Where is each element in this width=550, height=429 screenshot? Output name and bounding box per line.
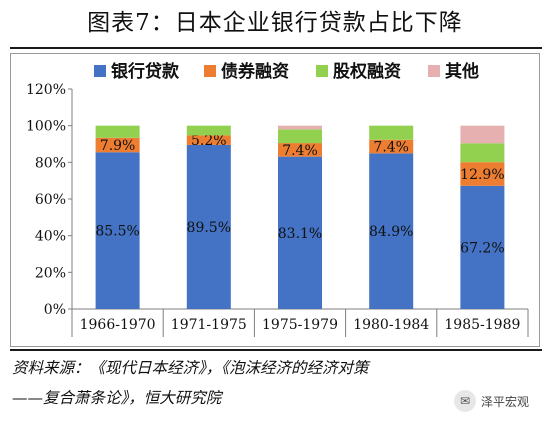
y-tick-label: 80% [35, 155, 66, 171]
x-tick-label: 1971-1975 [171, 317, 247, 333]
bar-segment [95, 137, 140, 153]
y-tick-label: 0% [44, 302, 66, 318]
legend-label: 其他 [445, 61, 479, 82]
bar-segment [278, 156, 322, 309]
data-label: 85.5% [95, 224, 139, 240]
chart-frame [10, 53, 540, 347]
legend-label: 股权融资 [333, 61, 401, 82]
data-label: 67.2% [460, 240, 504, 256]
data-label: 5.2% [191, 133, 227, 149]
source-divider [10, 349, 542, 351]
data-label: 83.1% [278, 226, 322, 242]
bar-segment [95, 152, 140, 309]
y-tick-label: 60% [35, 192, 66, 208]
bar-segment [460, 125, 505, 144]
bar-segment [278, 129, 322, 144]
data-label: 12.9% [460, 167, 504, 183]
bar-segment [95, 125, 140, 138]
y-tick-label: 120% [26, 82, 66, 98]
bar-segment [186, 135, 231, 145]
y-tick-label: 100% [26, 119, 66, 135]
legend-label: 银行贷款 [111, 61, 180, 82]
bar-segment [278, 143, 322, 157]
bar-segment [460, 162, 505, 186]
watermark: ✉ 泽平宏观 [454, 390, 529, 412]
x-tick-label: 1980-1984 [353, 317, 429, 333]
stacked-bar-chart: 银行贷款 债券融资 股权融资 其他 0% 20% 40% 60% 80% 100% 120% 85.5… [26, 61, 529, 337]
data-label: 7.4% [373, 140, 409, 156]
figure-title: 图表7：日本企业银行贷款占比下降 [87, 10, 463, 36]
x-tick-label: 1975-1979 [262, 317, 338, 333]
watermark-text: 泽平宏观 [481, 394, 530, 409]
bar-segment [460, 143, 505, 163]
legend-label: 债券融资 [221, 61, 289, 82]
bar-segment [369, 153, 414, 309]
source-line-1: 资料来源：《现代日本经济》，《泡沫经济的经济对策 [12, 359, 369, 377]
y-tick-label: 20% [35, 265, 66, 281]
bar-segment [369, 139, 414, 154]
bar-segment [186, 125, 231, 136]
data-label: 84.9% [369, 224, 413, 240]
wechat-icon: ✉ [454, 390, 476, 412]
bar-segment [278, 125, 322, 130]
data-label: 7.4% [282, 143, 318, 159]
data-label: 89.5% [187, 220, 231, 236]
source-note: 资料来源：《现代日本经济》，《泡沫经济的经济对策 ——复合萧条论》，恒大研究院 [12, 353, 532, 413]
title-divider [10, 47, 542, 49]
data-label: 7.9% [100, 138, 136, 154]
x-tick-label: 1966-1970 [80, 317, 156, 333]
bar-segment [186, 144, 231, 309]
source-line-2: ——复合萧条论》，恒大研究院 [12, 389, 222, 407]
bar-segment [369, 125, 414, 140]
x-tick-label: 1985-1989 [444, 317, 520, 333]
legend-swatch [204, 65, 216, 77]
legend-swatch [94, 65, 106, 77]
legend-swatch [428, 65, 440, 77]
y-tick-label: 40% [35, 229, 66, 245]
bar-segment [460, 185, 505, 309]
legend-swatch [316, 65, 328, 77]
